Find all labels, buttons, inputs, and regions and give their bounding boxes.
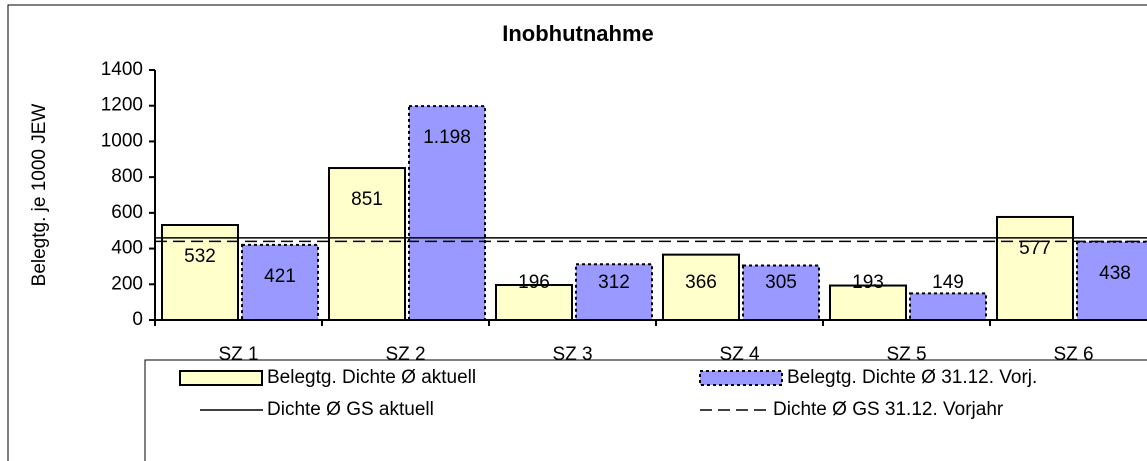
data-label: 193: [852, 272, 884, 293]
legend-swatch: [179, 370, 263, 386]
y-tick-label: 1400: [101, 59, 143, 80]
data-label: 312: [598, 272, 630, 293]
data-label: 532: [184, 246, 216, 267]
bar: [241, 243, 319, 321]
x-tick-label: SZ 4: [719, 344, 760, 365]
y-tick-label: 800: [111, 166, 143, 187]
legend-label: Belegtg. Dichte Ø 31.12. Vorj.: [787, 367, 1037, 388]
data-label: 438: [1099, 263, 1131, 284]
data-label: 305: [765, 272, 797, 293]
data-label: 366: [685, 272, 717, 293]
x-tick-label: SZ 5: [886, 344, 926, 365]
chart-title: Inobhutnahme: [502, 21, 654, 46]
bar: [909, 292, 987, 321]
data-label: 421: [264, 266, 296, 287]
legend-box: [144, 359, 1147, 461]
bar: [161, 224, 239, 321]
y-tick-label: 200: [111, 273, 143, 294]
x-tick-label: SZ 3: [552, 344, 592, 365]
bar: [408, 105, 486, 321]
bar: [495, 284, 573, 321]
y-tick-label: 600: [111, 202, 143, 223]
legend-label: Dichte Ø GS aktuell: [267, 399, 434, 420]
x-tick-label: SZ 1: [218, 344, 258, 365]
data-label: 851: [351, 189, 383, 210]
x-tick-label: SZ 6: [1053, 344, 1093, 365]
legend-label: Dichte Ø GS 31.12. Vorjahr: [773, 399, 1004, 420]
data-label: 149: [932, 272, 964, 293]
data-label: 196: [518, 272, 550, 293]
data-label: 577: [1019, 238, 1051, 259]
legend-label: Belegtg. Dichte Ø aktuell: [267, 367, 476, 388]
bar: [742, 264, 820, 321]
y-tick-label: 400: [111, 238, 143, 259]
legend-swatch: [699, 370, 783, 386]
data-label: 1.198: [423, 127, 471, 148]
y-tick-label: 1000: [101, 130, 143, 151]
y-tick-label: 1200: [101, 95, 143, 116]
x-tick-label: SZ 2: [385, 344, 425, 365]
y-axis-label: Belegtg. je 1000 JEW: [29, 104, 50, 287]
bar: [996, 215, 1074, 321]
bar: [328, 167, 406, 321]
y-tick-label: 0: [132, 309, 143, 330]
